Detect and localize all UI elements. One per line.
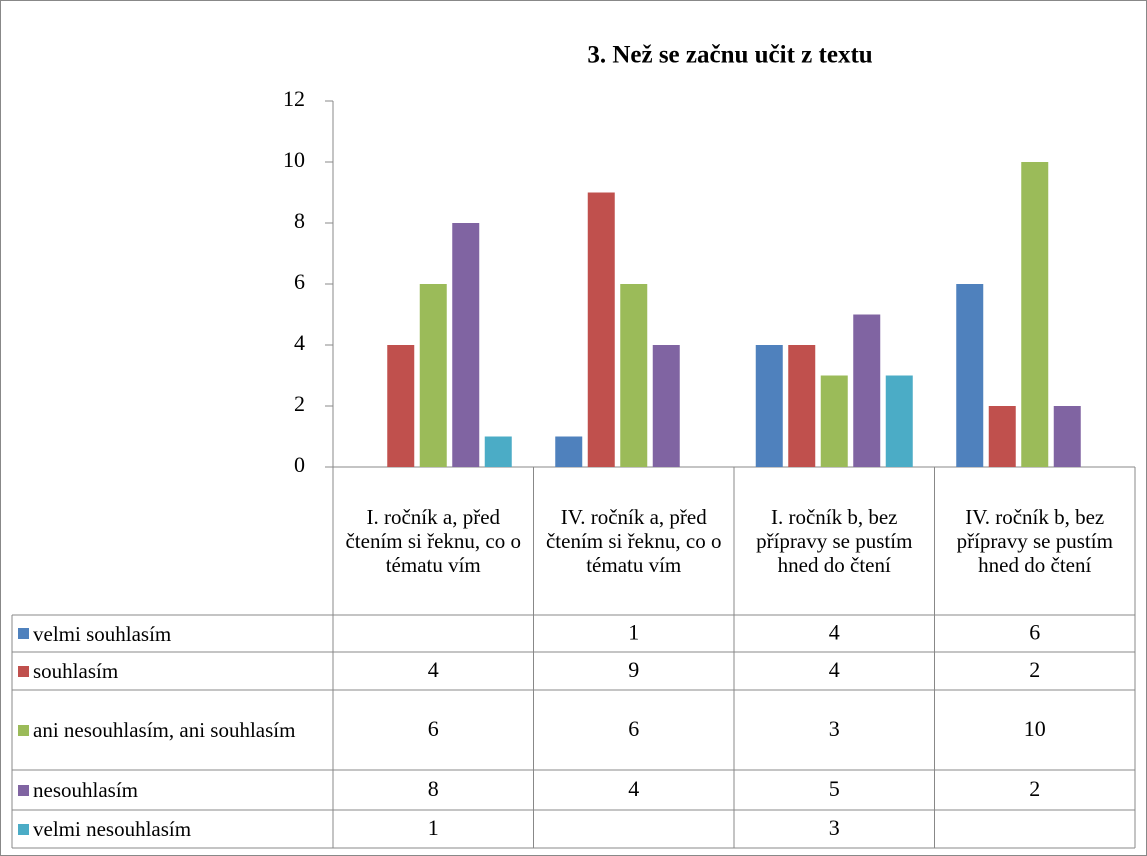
bar [1021, 162, 1049, 467]
bar [652, 345, 680, 467]
bar [1053, 406, 1081, 467]
y-tick-label: 4 [294, 330, 305, 355]
table-value: 6 [628, 716, 639, 741]
bar [956, 284, 984, 467]
x-tick-label: IV. ročník b, bez přípravy se pustím hne… [956, 505, 1113, 577]
table-value: 8 [428, 776, 439, 801]
y-tick-label: 12 [283, 86, 305, 111]
y-tick-label: 6 [294, 269, 305, 294]
bar [755, 345, 783, 467]
table-value: 4 [829, 657, 840, 682]
bar [885, 375, 913, 467]
x-tick-label: I. ročník a, před čtením si řeknu, co o … [345, 505, 522, 577]
bar [820, 375, 848, 467]
table-value: 2 [1029, 657, 1040, 682]
table-value: 6 [1029, 620, 1040, 645]
legend-swatch [18, 784, 29, 796]
table-value: 10 [1024, 716, 1046, 741]
x-tick-label: I. ročník b, bez přípravy se pustím hned… [756, 505, 913, 577]
y-tick-label: 8 [294, 208, 305, 233]
legend-label: souhlasím [33, 659, 119, 683]
y-tick-label: 2 [294, 391, 305, 416]
table-value: 1 [428, 815, 439, 840]
bar [387, 345, 415, 467]
chart-title: 3. Než se začnu učit z textu [587, 42, 872, 69]
table-value: 2 [1029, 776, 1040, 801]
legend-entry: velmi nesouhlasím [12, 810, 333, 848]
table-value: 9 [628, 657, 639, 682]
x-tick-label: IV. ročník a, před čtením si řeknu, co o… [545, 505, 722, 577]
legend-entry: ani nesouhlasím, ani souhlasím [12, 690, 333, 770]
legend-swatch [18, 665, 29, 677]
legend-label: nesouhlasím [33, 778, 138, 802]
legend-swatch [18, 724, 29, 736]
legend-swatch [18, 628, 29, 639]
table-value: 5 [829, 776, 840, 801]
bar [419, 284, 447, 467]
table-value: 4 [628, 776, 639, 801]
table-value: 6 [428, 716, 439, 741]
legend-entry: nesouhlasím [12, 770, 333, 810]
table-value: 1 [628, 620, 639, 645]
bar [988, 406, 1016, 467]
bar [484, 436, 512, 467]
legend-label: velmi souhlasím [33, 621, 172, 646]
y-tick-label: 0 [294, 452, 305, 477]
legend-label: velmi nesouhlasím [33, 817, 192, 841]
bar [452, 223, 480, 467]
bar [620, 284, 648, 467]
bar [788, 345, 816, 467]
table-value: 4 [829, 620, 840, 645]
legend-entry: souhlasím [12, 652, 333, 690]
bar [587, 192, 615, 467]
legend-swatch [18, 823, 29, 835]
legend-label: ani nesouhlasím, ani souhlasím [33, 718, 296, 742]
bar [555, 436, 583, 467]
y-tick-label: 10 [283, 147, 305, 172]
legend-entry: velmi souhlasím [12, 615, 333, 652]
table-value: 4 [428, 657, 439, 682]
bar [853, 314, 881, 467]
table-value: 3 [829, 815, 840, 840]
table-value: 3 [829, 716, 840, 741]
